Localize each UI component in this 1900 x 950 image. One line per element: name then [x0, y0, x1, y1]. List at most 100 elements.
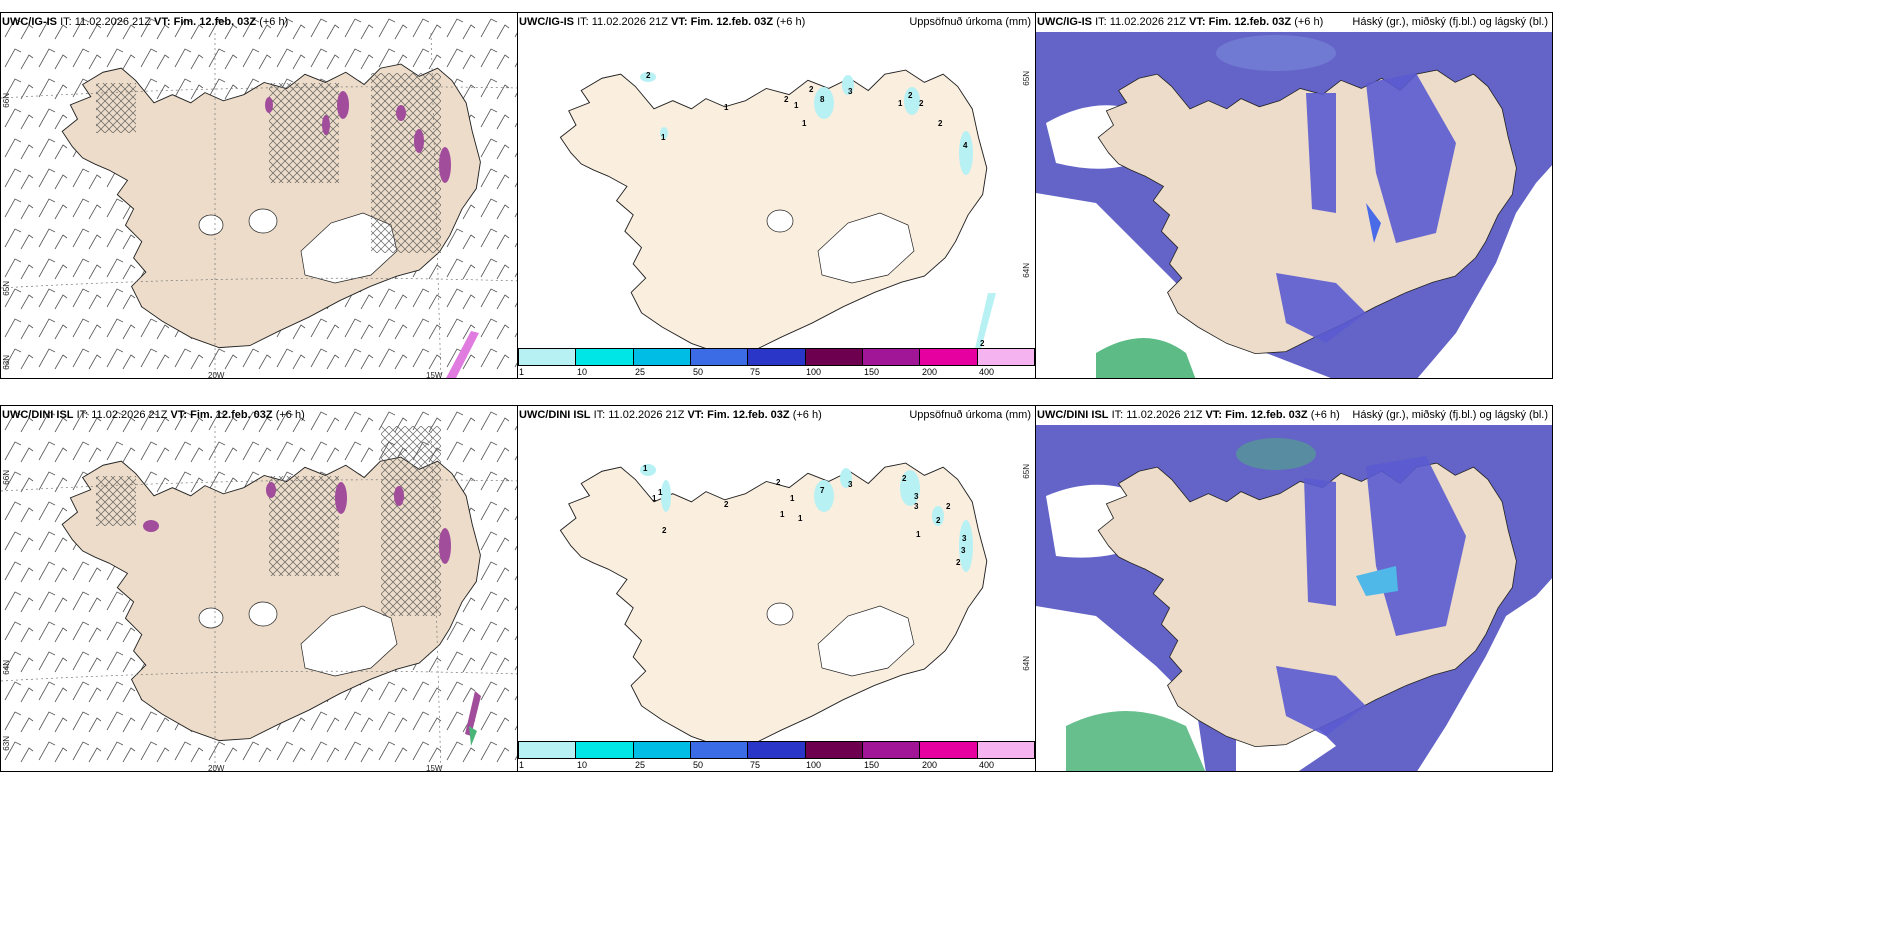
colorbar-tick: 50 [693, 760, 704, 770]
init-time: IT: 11.02.2026 21Z [1095, 16, 1186, 28]
precip-value: 2 [980, 339, 985, 348]
colorbar-tick: 10 [577, 760, 588, 770]
cloud-panel-top: UWC/IG-IS IT: 11.02.2026 21Z VT: Fim. 12… [1035, 12, 1553, 379]
precip-colorbar: 1 10 25 50 75 100 150 200 400 [518, 741, 1035, 771]
lat-label: 65N [2, 281, 11, 296]
precip-value: 2 [902, 474, 907, 483]
colorbar-tick: 75 [750, 367, 761, 377]
panel-header: UWC/IG-IS IT: 11.02.2026 21Z VT: Fim. 12… [1036, 13, 1552, 32]
precip-value: 1 [661, 133, 666, 142]
colorbar-box [805, 742, 863, 758]
wind-cloud-panel-bottom: UWC/DINI ISL IT: 11.02.2026 21Z VT: Fim.… [0, 405, 519, 772]
model-name: UWC/DINI ISL [519, 409, 591, 421]
precip-map [559, 462, 988, 748]
panel-title: Uppsöfnuð úrkoma (mm) [909, 16, 1031, 28]
init-time: IT: 11.02.2026 21Z [76, 409, 168, 421]
cloud-map [1036, 425, 1552, 771]
colorbar-tick: 50 [693, 367, 704, 377]
colorbar-box [862, 742, 921, 758]
precip-value: 1 [643, 464, 648, 473]
precip-value: 2 [938, 119, 943, 128]
precip-value: 7 [820, 486, 825, 495]
valid-time-label: VT: [170, 409, 188, 421]
wind-barb-map [1, 406, 518, 771]
precip-value: 4 [963, 141, 968, 150]
panel-header: UWC/DINI ISL IT: 11.02.2026 21Z VT: Fim.… [518, 406, 1035, 425]
precip-value: 2 [776, 478, 781, 487]
precip-value: 1 [794, 101, 799, 110]
valid-time-label: VT: [154, 16, 171, 28]
colorbar-box [977, 742, 1034, 758]
precip-value: 3 [962, 534, 967, 543]
precip-value: 1 [658, 488, 663, 497]
panel-header: UWC/IG-IS IT: 11.02.2026 21Z VT: Fim. 12… [1, 13, 518, 32]
colorbar-box [690, 742, 749, 758]
valid-time-label: VT: [1205, 409, 1223, 421]
colorbar-box [748, 349, 806, 365]
colorbar-box [920, 349, 978, 365]
colorbar-tick: 1 [519, 367, 525, 377]
lead-time: (+6 h) [259, 16, 289, 28]
colorbar-tick: 100 [806, 367, 822, 377]
wind-barb-map [1, 13, 518, 378]
lat-label: 66N [2, 93, 11, 108]
valid-time: Fim. 12.feb. 03Z [173, 16, 257, 28]
model-name: UWC/IG-IS [519, 16, 574, 28]
model-name: UWC/DINI ISL [1037, 409, 1109, 421]
valid-time: Fim. 12.feb. 03Z [1208, 16, 1292, 28]
lon-label: 15W [426, 764, 443, 772]
colorbar-box [862, 349, 921, 365]
valid-time-label: VT: [687, 409, 705, 421]
precip-value: 3 [914, 492, 919, 501]
precip-value: 3 [848, 87, 853, 96]
precip-value: 2 [946, 502, 951, 511]
lead-time: (+6 h) [792, 409, 822, 421]
colorbar-box [977, 349, 1034, 365]
panel-title: Háský (gr.), miðský (fj.bl.) og lágský (… [1352, 409, 1548, 421]
valid-time: Fim. 12.feb. 03Z [690, 16, 774, 28]
colorbar-tick: 150 [864, 760, 880, 770]
precip-value: 3 [961, 546, 966, 555]
lon-label: 20W [208, 371, 225, 379]
precip-value: 1 [916, 530, 921, 539]
panel-header: UWC/IG-IS IT: 11.02.2026 21Z VT: Fim. 12… [518, 13, 1035, 32]
colorbar-tick: 10 [577, 367, 588, 377]
colorbar-tick: 75 [750, 760, 761, 770]
lead-time: (+6 h) [275, 409, 305, 421]
lat-label: 65N [1022, 71, 1031, 86]
colorbar-box [805, 349, 863, 365]
precip-value: 1 [790, 494, 795, 503]
valid-time: Fim. 12.feb. 03Z [707, 409, 790, 421]
valid-time: Fim. 12.feb. 03Z [1225, 409, 1308, 421]
lat-label: 65N [1022, 464, 1031, 479]
colorbar-tick: 400 [979, 367, 995, 377]
model-name: UWC/IG-IS [1037, 16, 1092, 28]
precip-value: 3 [914, 502, 919, 511]
precip-value: 2 [908, 91, 913, 100]
init-time: IT: 11.02.2026 21Z [60, 16, 151, 28]
precip-map [559, 69, 996, 355]
colorbar-box [633, 349, 691, 365]
init-time: IT: 11.02.2026 21Z [1111, 409, 1203, 421]
colorbar-tick: 150 [864, 367, 880, 377]
cloud-map [1036, 32, 1552, 378]
lat-label: 66N [2, 470, 11, 485]
precip-value: 2 [809, 85, 814, 94]
lat-label: 64N [1022, 656, 1031, 671]
lead-time: (+6 h) [1310, 409, 1340, 421]
lat-label: 64N [2, 660, 11, 675]
colorbar-tick: 25 [635, 367, 646, 377]
colorbar-tick: 200 [922, 760, 938, 770]
precip-value: 1 [802, 119, 807, 128]
precip-value: 2 [646, 71, 651, 80]
wind-cloud-panel-top: UWC/IG-IS IT: 11.02.2026 21Z VT: Fim. 12… [0, 12, 519, 379]
cloud-panel-bottom: UWC/DINI ISL IT: 11.02.2026 21Z VT: Fim.… [1035, 405, 1553, 772]
precip-value: 2 [724, 500, 729, 509]
colorbar-box [576, 742, 634, 758]
lon-label: 20W [208, 764, 225, 772]
precip-value: 2 [662, 526, 667, 535]
precip-value: 8 [820, 95, 825, 104]
colorbar-boxes [518, 741, 1035, 759]
colorbar-box [519, 742, 577, 758]
valid-time-label: VT: [1189, 16, 1206, 28]
